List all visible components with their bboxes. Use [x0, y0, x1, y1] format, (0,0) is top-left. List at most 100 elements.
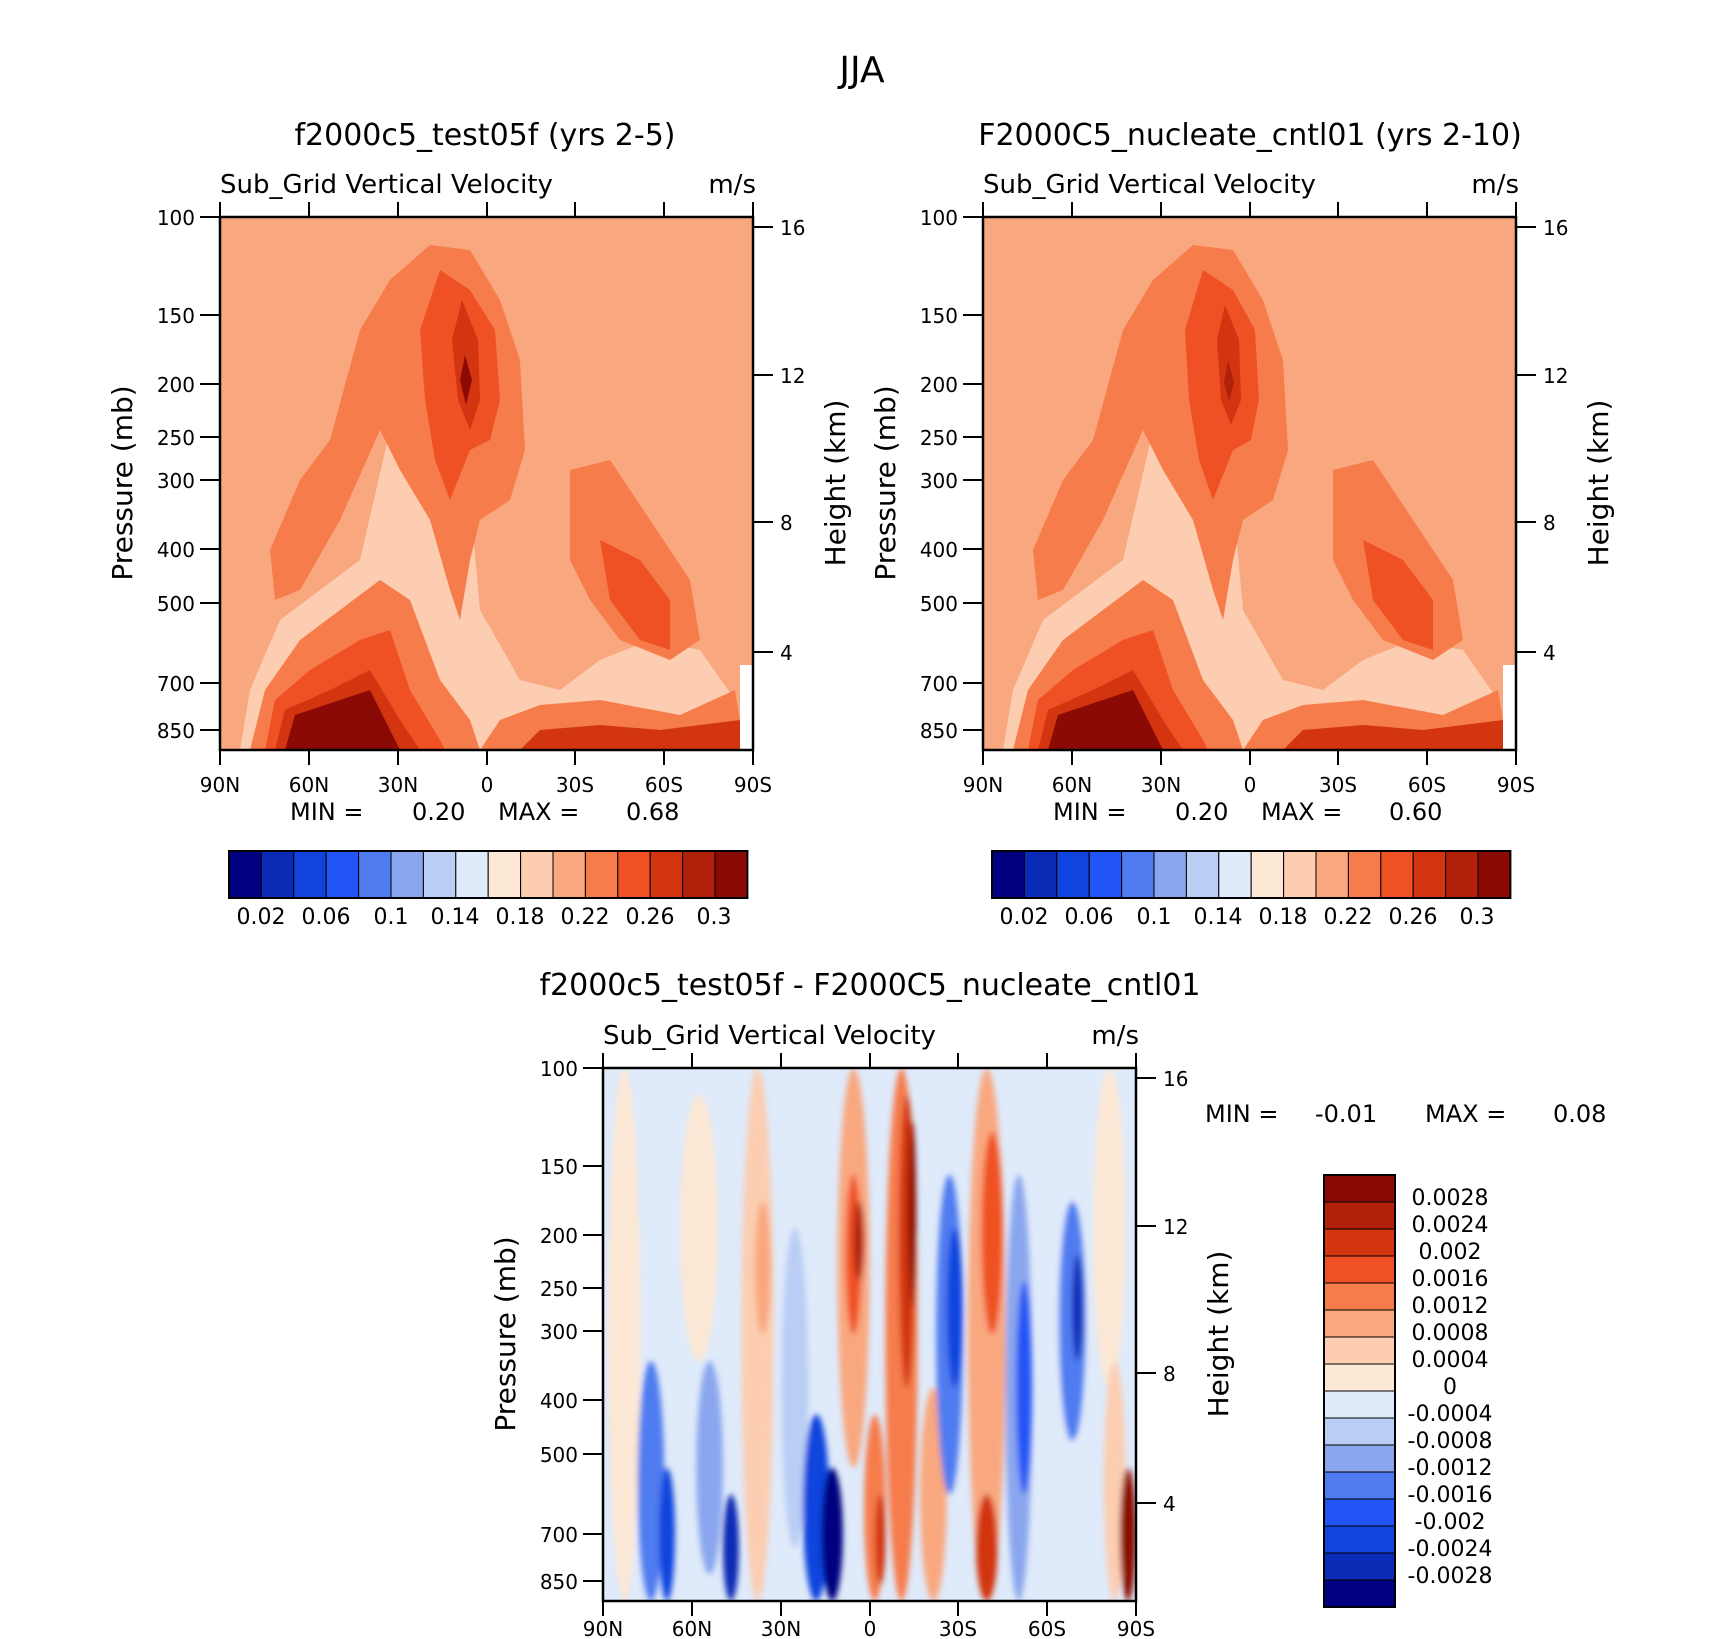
panel-2: F2000C5_nucleate_cntl01 (yrs 2-10) Sub_G… — [869, 118, 1615, 930]
panel-1-y-axis: 100 150 200 250 300 400 500 700 850 Pres… — [106, 206, 220, 743]
colorbar-swatch — [1323, 1579, 1396, 1608]
panel-1-contour-upper-peak — [460, 355, 472, 405]
colorbar-swatch — [1283, 850, 1317, 899]
panel-2-ytick: 500 — [920, 592, 958, 616]
panel-1-ytick: 100 — [157, 206, 195, 230]
panel-1-ytick: 250 — [157, 426, 195, 450]
panel-1-xtick-marks — [219, 202, 754, 765]
colorbar-swatch — [1323, 1552, 1396, 1581]
panel-3-xtick: 60S — [1028, 1617, 1066, 1639]
panel-3-stats: MIN = -0.01 MAX = 0.08 — [1205, 1100, 1606, 1128]
panel-1-ytick: 700 — [157, 672, 195, 696]
panel-1-ylabel: Pressure (mb) — [106, 385, 139, 580]
panel-2-colorbar-label: 0.1 — [1137, 905, 1172, 930]
panel-3-xtick: 0 — [864, 1617, 877, 1639]
difference-cell — [1104, 1361, 1126, 1601]
panel-2-ytick: 400 — [920, 538, 958, 562]
panel-3-xtick: 90N — [583, 1617, 623, 1639]
panel-3-colorbar-label: 0.0004 — [1412, 1348, 1489, 1373]
panel-3-xtick-marks — [602, 1053, 1137, 1616]
panel-2-x-axis: 90N 60N 30N 0 30S 60S 90S — [963, 202, 1535, 797]
panel-2-colorbar — [991, 850, 1512, 899]
panel-2-colorbar-label: 0.18 — [1259, 905, 1308, 930]
panel-1-ytick: 200 — [157, 373, 195, 397]
panel-3-y-axis: 100 150 200 250 300 400 500 700 850 Pres… — [489, 1057, 603, 1594]
panel-3-colorbar-label: 0.0024 — [1412, 1213, 1489, 1238]
panel-2-colorbar-label: 0.22 — [1324, 905, 1373, 930]
colorbar-swatch — [1218, 850, 1252, 899]
panel-2-xtick: 30S — [1319, 773, 1357, 797]
colorbar-swatch — [1323, 1363, 1396, 1392]
panel-3-xtick: 60N — [672, 1617, 712, 1639]
panel-2-min-label: MIN = — [1053, 798, 1126, 826]
colorbar-swatch — [1323, 1255, 1396, 1284]
panel-1-colorbar-label: 0.14 — [431, 905, 480, 930]
colorbar-swatch — [649, 850, 684, 899]
panel-1-y2tick-marks — [753, 226, 773, 653]
colorbar-swatch — [991, 850, 1025, 899]
colorbar-swatch — [584, 850, 619, 899]
panel-3-colorbar-label: -0.0012 — [1408, 1456, 1493, 1481]
panel-2-y2tick-marks — [1516, 226, 1536, 653]
colorbar-swatch — [1323, 1336, 1396, 1365]
panel-1-ytick: 300 — [157, 469, 195, 493]
panel-1-plot-area — [220, 217, 753, 750]
panel-1-xtick: 90N — [200, 773, 240, 797]
panel-2-ytick: 100 — [920, 206, 958, 230]
panel-1-ytick: 850 — [157, 719, 195, 743]
colorbar-swatch — [1323, 1498, 1396, 1527]
panel-3-colorbar-label: 0.0008 — [1412, 1321, 1489, 1346]
panel-2-stats: MIN = 0.20 MAX = 0.60 — [1053, 798, 1442, 826]
panel-1-colorbar-label: 0.02 — [237, 905, 286, 930]
panel-2-contour-south-inner — [1363, 540, 1433, 650]
panel-2-colorbar-label: 0.26 — [1389, 905, 1438, 930]
difference-cell — [680, 1094, 718, 1362]
figure-title: JJA — [837, 50, 885, 91]
panel-2-xtick: 0 — [1244, 773, 1257, 797]
difference-cell — [696, 1361, 723, 1575]
panel-2-colorbar-label: 0.02 — [1000, 905, 1049, 930]
panel-3-units: m/s — [1091, 1021, 1139, 1051]
colorbar-swatch — [1445, 850, 1479, 899]
panel-1-xtick: 30S — [556, 773, 594, 797]
panel-1-contour-south-low-inner — [520, 720, 745, 750]
panel-1-xtick: 0 — [481, 773, 494, 797]
colorbar-swatch — [422, 850, 457, 899]
panel-2-min-value: 0.20 — [1175, 798, 1228, 826]
colorbar-frame — [228, 850, 749, 899]
panel-1-y2tick: 4 — [780, 641, 793, 665]
panel-1-ytick: 500 — [157, 592, 195, 616]
panel-1-max-value: 0.68 — [626, 798, 679, 826]
panel-3-max-value: 0.08 — [1553, 1100, 1606, 1128]
panel-1-min-label: MIN = — [290, 798, 363, 826]
panel-2-ytick: 700 — [920, 672, 958, 696]
panel-3-ytick: 100 — [540, 1057, 578, 1081]
panel-1-stats: MIN = 0.20 MAX = 0.68 — [290, 798, 679, 826]
colorbar-swatch — [1185, 850, 1220, 899]
panel-1-colorbar-label: 0.18 — [496, 905, 545, 930]
colorbar-swatch — [617, 850, 651, 899]
panel-3-colorbar-label: -0.0028 — [1408, 1564, 1493, 1589]
panel-2-ytick: 250 — [920, 426, 958, 450]
panel-3-subtitle: Sub_Grid Vertical Velocity — [603, 1021, 936, 1051]
panel-1-y2tick: 16 — [780, 216, 805, 240]
colorbar-swatch — [455, 850, 489, 899]
difference-cell — [821, 1467, 843, 1601]
colorbar-swatch — [390, 850, 424, 899]
colorbar-swatch — [1323, 1390, 1396, 1419]
panel-2-ytick: 150 — [920, 304, 958, 328]
panel-3-colorbar-label: -0.002 — [1415, 1510, 1486, 1535]
difference-cell — [637, 1361, 665, 1601]
panel-2-y2tick: 4 — [1543, 641, 1556, 665]
panel-2-max-label: MAX = — [1261, 798, 1342, 826]
panel-3-min-value: -0.01 — [1315, 1100, 1377, 1128]
difference-cell — [976, 1494, 998, 1601]
colorbar-swatch — [1323, 1228, 1396, 1257]
panel-2-colorbar-label: 0.3 — [1460, 905, 1495, 930]
panel-1-colorbar-label: 0.26 — [626, 905, 675, 930]
panel-1-y2-axis: 16 12 8 4 Height (km) — [753, 216, 852, 665]
panel-3-max-label: MAX = — [1425, 1100, 1506, 1128]
panel-2-y2label: Height (km) — [1582, 400, 1615, 567]
colorbar-swatch — [358, 850, 392, 899]
panel-2-contour-upper-peak — [1224, 360, 1234, 402]
